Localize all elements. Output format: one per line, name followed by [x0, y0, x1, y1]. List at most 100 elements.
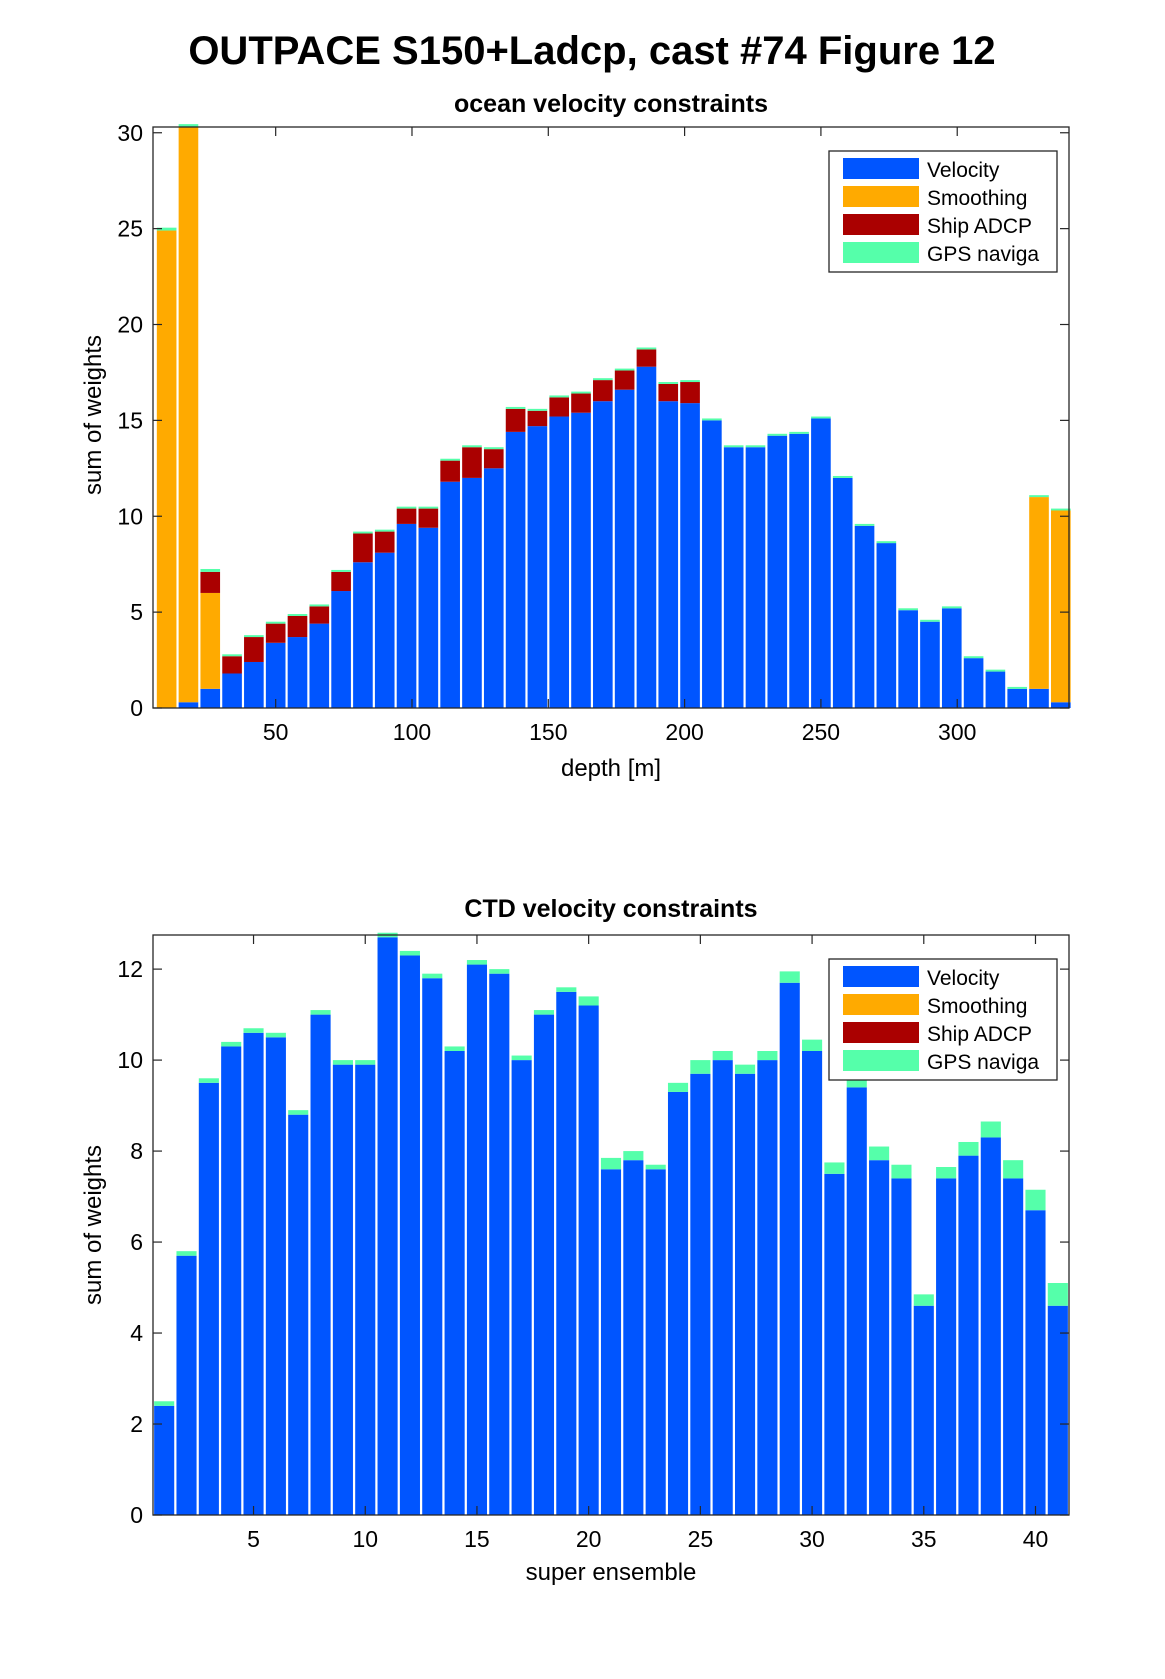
- bar-gps-naviga: [735, 1064, 756, 1074]
- bar-velocity: [1007, 688, 1028, 708]
- bar-ship-adcp: [418, 508, 439, 528]
- bar-velocity: [712, 1060, 733, 1515]
- legend-label-ship-adcp: Ship ADCP: [927, 215, 1032, 238]
- bar-velocity: [623, 1160, 644, 1515]
- bar-velocity: [667, 1091, 689, 1515]
- bars: [156, 124, 1071, 709]
- bar-gps-naviga: [1051, 508, 1071, 511]
- bar-gps-naviga: [466, 960, 488, 965]
- y-tick-label: 30: [117, 120, 143, 146]
- bar-velocity: [802, 1051, 823, 1515]
- bar-velocity: [556, 991, 577, 1515]
- legend-label-gps-naviga: GPS naviga: [927, 1051, 1039, 1074]
- bar-velocity: [789, 433, 809, 708]
- bar-gps-naviga: [444, 1046, 465, 1051]
- y-axis-label: sum of weights: [80, 1145, 107, 1305]
- bar-velocity: [1051, 702, 1071, 708]
- bar-gps-naviga: [623, 1151, 644, 1161]
- bar-ship-adcp: [593, 380, 613, 402]
- bar-velocity: [399, 955, 420, 1515]
- bar-velocity: [869, 1160, 890, 1515]
- bar-velocity: [614, 389, 635, 708]
- bar-gps-naviga: [265, 621, 286, 624]
- x-tick-label: 250: [802, 719, 840, 745]
- y-tick-label: 10: [117, 503, 143, 529]
- bar-ship-adcp: [680, 382, 700, 404]
- legend-label-gps-naviga: GPS naviga: [927, 243, 1039, 266]
- bar-velocity: [1029, 688, 1049, 708]
- bar-gps-naviga: [757, 1051, 778, 1061]
- bar-velocity: [985, 671, 1006, 708]
- bar-velocity: [846, 1087, 867, 1515]
- x-tick-label: 25: [688, 1526, 714, 1552]
- bar-velocity: [288, 1114, 309, 1515]
- bar-velocity: [593, 401, 613, 708]
- legend-label-velocity: Velocity: [927, 967, 1000, 990]
- bar-ship-adcp: [244, 637, 264, 662]
- bar-velocity: [444, 1051, 465, 1515]
- bar-gps-naviga: [869, 1146, 890, 1161]
- bar-ship-adcp: [331, 571, 351, 592]
- bar-velocity: [178, 702, 199, 708]
- legend-swatch-ship-adcp: [843, 214, 919, 235]
- bar-ship-adcp: [483, 449, 504, 469]
- ctd-velocity-chart: CTD velocity constraints super ensemble …: [80, 895, 1070, 1586]
- bar-velocity: [462, 477, 482, 708]
- bar-velocity: [891, 1178, 912, 1515]
- bar-ship-adcp: [549, 397, 570, 417]
- legend-label-smoothing: Smoothing: [927, 995, 1027, 1018]
- bar-gps-naviga: [702, 418, 722, 421]
- legend-swatch-smoothing: [843, 186, 919, 207]
- bar-velocity: [636, 366, 657, 708]
- bar-velocity: [723, 447, 744, 708]
- bar-velocity: [757, 1060, 778, 1515]
- bar-gps-naviga: [288, 1110, 309, 1115]
- bar-velocity: [310, 1014, 331, 1515]
- bar-velocity: [571, 412, 591, 708]
- bar-gps-naviga: [936, 1167, 957, 1179]
- bar-gps-naviga: [963, 656, 984, 659]
- bar-velocity: [198, 1082, 219, 1515]
- y-tick-label: 8: [130, 1138, 143, 1164]
- bar-ship-adcp: [462, 447, 482, 478]
- bar-gps-naviga: [723, 445, 744, 448]
- bar-gps-naviga: [645, 1164, 666, 1170]
- bar-smoothing: [178, 127, 199, 703]
- bar-gps-naviga: [941, 606, 962, 609]
- bar-ship-adcp: [505, 408, 526, 432]
- bar-gps-naviga: [846, 1076, 867, 1088]
- bar-velocity: [440, 481, 460, 708]
- bar-velocity: [1025, 1210, 1046, 1515]
- bar-gps-naviga: [462, 445, 482, 448]
- bar-smoothing: [200, 592, 221, 689]
- y-tick-label: 25: [117, 216, 143, 242]
- bar-gps-naviga: [745, 445, 766, 448]
- bar-gps-naviga: [802, 1039, 823, 1051]
- bar-velocity: [963, 658, 984, 708]
- bar-ship-adcp: [571, 393, 591, 413]
- bar-gps-naviga: [244, 635, 264, 638]
- bar-velocity: [176, 1255, 197, 1515]
- bar-gps-naviga: [920, 619, 940, 622]
- bar-gps-naviga: [422, 973, 443, 979]
- bar-gps-naviga: [533, 1010, 555, 1015]
- x-tick-label: 150: [529, 719, 567, 745]
- ticks: 50 100 150 200 250 300 0 5 10 15 20 25 30: [117, 120, 1069, 745]
- bar-velocity: [505, 431, 526, 708]
- bar-velocity: [658, 401, 679, 708]
- bar-velocity: [466, 964, 488, 1515]
- chart-title: CTD velocity constraints: [464, 895, 757, 923]
- bar-gps-naviga: [876, 541, 897, 544]
- bar-gps-naviga: [1007, 686, 1028, 689]
- bar-velocity: [377, 937, 398, 1515]
- bar-gps-naviga: [549, 395, 570, 398]
- bar-velocity: [600, 1169, 622, 1515]
- bar-gps-naviga: [511, 1055, 532, 1061]
- bar-velocity: [154, 1405, 175, 1515]
- bar-ship-adcp: [265, 623, 286, 643]
- chart-title: ocean velocity constraints: [454, 90, 768, 118]
- x-tick-label: 200: [665, 719, 703, 745]
- legend-swatch-velocity: [843, 158, 919, 179]
- bar-velocity: [549, 416, 570, 708]
